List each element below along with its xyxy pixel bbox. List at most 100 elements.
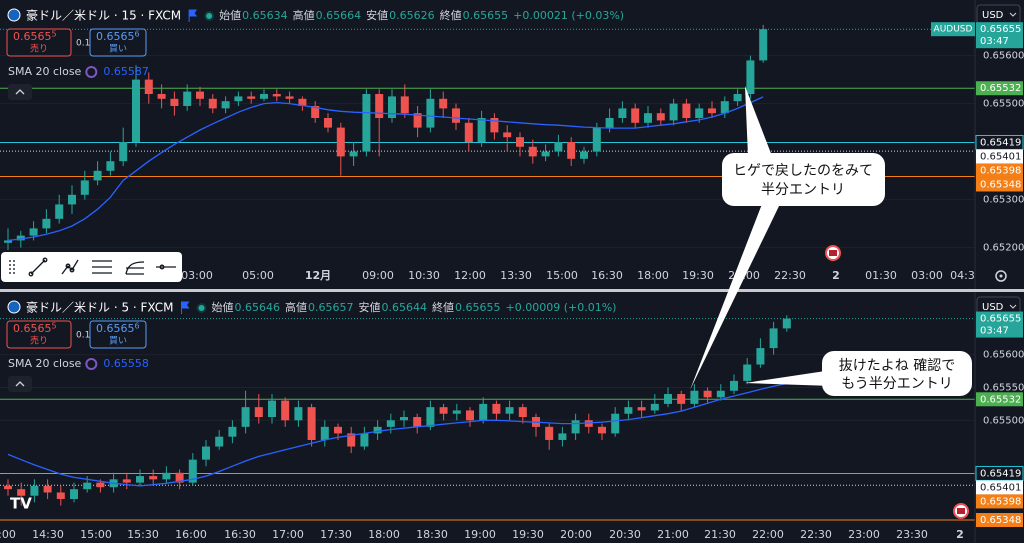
candle-body xyxy=(746,60,755,94)
candle-body xyxy=(119,142,128,162)
price-label-bg xyxy=(976,149,1023,164)
candle-body xyxy=(708,108,716,114)
candle-body xyxy=(584,420,593,427)
y-tick-label: 0.65550 xyxy=(983,382,1024,393)
candle-body xyxy=(554,142,563,152)
price-label-bg xyxy=(976,392,1023,407)
price-label: 0.65401 xyxy=(980,151,1021,162)
time-label: 19:00 xyxy=(464,528,496,541)
candle-body xyxy=(298,98,307,106)
price-label: 0.65348 xyxy=(980,179,1021,190)
price-label: 0.65655 xyxy=(980,24,1021,35)
candle-body xyxy=(334,426,342,434)
symbol-tag: AUDUSD xyxy=(934,25,973,35)
candle-body xyxy=(637,407,646,411)
candle-body xyxy=(703,390,712,398)
status-dot xyxy=(204,11,215,21)
candle-body xyxy=(228,426,237,437)
candle-body xyxy=(490,118,499,133)
candle-body xyxy=(285,96,294,99)
time-label: 15:00 xyxy=(546,269,578,282)
time-label: 01:30 xyxy=(865,269,897,282)
collapse-button[interactable] xyxy=(8,84,32,100)
price-label: 0.65532 xyxy=(980,394,1021,405)
candle-body xyxy=(664,394,672,404)
drawing-toolbar[interactable] xyxy=(1,252,182,282)
time-label: 13:30 xyxy=(500,269,532,282)
symbol-tag-bg xyxy=(931,22,975,37)
candle-body xyxy=(386,420,395,427)
candle-body xyxy=(188,459,197,483)
event-marker[interactable] xyxy=(825,245,841,261)
candle-body xyxy=(170,98,179,106)
candle-body xyxy=(93,170,102,181)
sma-line xyxy=(7,382,787,487)
candle-body xyxy=(247,96,256,99)
candle-body xyxy=(518,407,527,417)
price-label-bg xyxy=(976,22,1023,49)
candle-body xyxy=(4,240,12,243)
symbol-icon xyxy=(7,8,21,22)
countdown: 03:47 xyxy=(980,326,1009,337)
settings-button[interactable] xyxy=(995,270,1007,282)
buy-label: 買い xyxy=(109,336,127,347)
candle-body xyxy=(733,94,742,102)
candle-body xyxy=(157,94,166,99)
price-label-bg xyxy=(976,177,1023,192)
candle-body xyxy=(477,118,486,142)
time-label: 18:00 xyxy=(637,269,669,282)
ohlc-value: 0.65655 xyxy=(463,9,509,22)
callout-box xyxy=(822,351,972,396)
candle-body xyxy=(208,98,217,109)
buy-label: 買い xyxy=(109,44,127,55)
price-label-bg xyxy=(976,81,1023,96)
y-tick-label: 0.65500 xyxy=(983,415,1024,426)
candle-body xyxy=(307,407,316,440)
candle-body xyxy=(202,446,210,460)
candle-body xyxy=(375,94,384,118)
sell-price: 0.6565 xyxy=(13,30,52,43)
candle-body xyxy=(479,403,488,421)
candle-body xyxy=(759,29,768,61)
y-tick-label: 0.65500 xyxy=(983,99,1024,110)
candle-body xyxy=(149,476,158,480)
price-label-bg xyxy=(976,163,1023,178)
candle-body xyxy=(272,94,281,97)
indicator-value: 0.65587 xyxy=(103,65,149,78)
candle-body xyxy=(294,407,303,421)
indicator-icon xyxy=(85,358,98,370)
time-label: 21:30 xyxy=(704,528,736,541)
candle-body xyxy=(669,103,678,121)
collapse-chevron xyxy=(15,381,25,387)
price-label-bg xyxy=(976,480,1023,495)
candle-body xyxy=(136,476,144,483)
sell-button[interactable] xyxy=(6,28,72,57)
ohlc-label: 高値 xyxy=(285,300,307,314)
time-label: 2 xyxy=(832,269,840,282)
lot-size: 0.1 xyxy=(76,39,90,49)
buy-button[interactable] xyxy=(89,28,147,57)
sell-pip: 5 xyxy=(52,322,57,331)
ohlc-label: 始値 xyxy=(212,300,234,314)
candle-body xyxy=(68,194,76,205)
pane-separator xyxy=(0,289,1024,292)
time-label: 03:00 xyxy=(181,269,213,282)
sell-button[interactable] xyxy=(6,320,72,349)
buy-button[interactable] xyxy=(89,320,147,349)
candle-body xyxy=(56,492,65,500)
candle-body xyxy=(320,426,329,440)
candle-body xyxy=(30,485,39,496)
event-marker[interactable] xyxy=(953,503,969,519)
candle-body xyxy=(503,132,512,138)
time-label: 14:30 xyxy=(32,528,64,541)
time-label: 20:00 xyxy=(560,528,592,541)
callout-tail xyxy=(745,86,772,156)
currency: USD xyxy=(982,10,1004,21)
callout-text: 抜けたよね 確認で xyxy=(839,358,955,374)
time-label: 05:00 xyxy=(242,269,274,282)
currency-chevron xyxy=(1009,304,1017,309)
ohlc-label: 高値 xyxy=(293,8,315,22)
countdown: 03:47 xyxy=(980,36,1009,47)
candle-body xyxy=(360,433,369,447)
collapse-button[interactable] xyxy=(8,376,32,392)
